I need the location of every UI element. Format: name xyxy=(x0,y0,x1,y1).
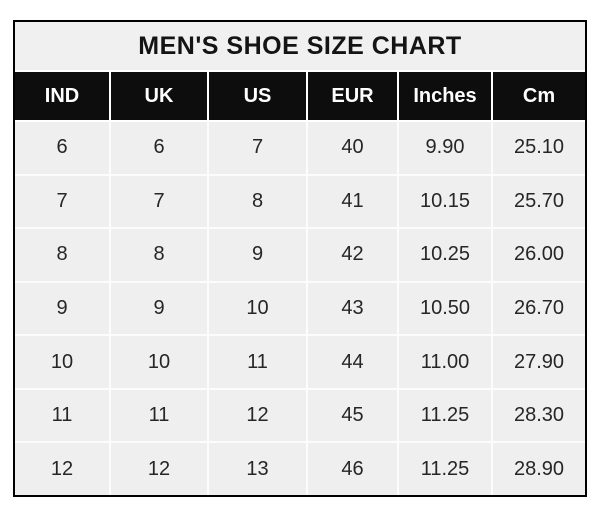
column-header-us: US xyxy=(207,72,308,122)
cell-eur: 41 xyxy=(306,173,399,230)
cell-cm: 25.10 xyxy=(491,120,585,176)
cell-us: 8 xyxy=(207,173,308,230)
cell-inches: 11.25 xyxy=(397,387,493,444)
table-row: 6 6 7 40 9.90 25.10 xyxy=(15,120,585,176)
cell-cm: 28.90 xyxy=(491,441,585,495)
cell-ind: 6 xyxy=(15,120,111,176)
column-header-ind: IND xyxy=(15,72,111,122)
column-header-inches: Inches xyxy=(397,72,493,122)
cell-ind: 10 xyxy=(15,334,111,390)
cell-uk: 6 xyxy=(109,120,209,176)
cell-us: 13 xyxy=(207,441,308,495)
cell-cm: 26.00 xyxy=(491,227,585,283)
header-row: IND UK US EUR Inches Cm xyxy=(15,72,585,122)
column-header-eur: EUR xyxy=(306,72,399,122)
cell-inches: 11.00 xyxy=(397,334,493,390)
cell-us: 9 xyxy=(207,227,308,283)
column-header-uk: UK xyxy=(109,72,209,122)
cell-cm: 28.30 xyxy=(491,387,585,444)
table-row: 10 10 11 44 11.00 27.90 xyxy=(15,334,585,390)
cell-us: 12 xyxy=(207,387,308,444)
cell-ind: 8 xyxy=(15,227,111,283)
cell-cm: 27.90 xyxy=(491,334,585,390)
cell-ind: 7 xyxy=(15,173,111,230)
cell-uk: 8 xyxy=(109,227,209,283)
cell-inches: 10.15 xyxy=(397,173,493,230)
cell-ind: 12 xyxy=(15,441,111,495)
cell-eur: 44 xyxy=(306,334,399,390)
cell-inches: 11.25 xyxy=(397,441,493,495)
chart-title: MEN'S SHOE SIZE CHART xyxy=(15,22,585,72)
size-table: IND UK US EUR Inches Cm 6 6 7 40 9.90 25… xyxy=(15,72,585,495)
column-header-cm: Cm xyxy=(491,72,585,122)
cell-uk: 10 xyxy=(109,334,209,390)
cell-cm: 26.70 xyxy=(491,280,585,337)
cell-inches: 10.25 xyxy=(397,227,493,283)
cell-eur: 43 xyxy=(306,280,399,337)
table-row: 11 11 12 45 11.25 28.30 xyxy=(15,387,585,444)
cell-ind: 9 xyxy=(15,280,111,337)
cell-us: 11 xyxy=(207,334,308,390)
cell-inches: 10.50 xyxy=(397,280,493,337)
table-row: 9 9 10 43 10.50 26.70 xyxy=(15,280,585,337)
cell-eur: 40 xyxy=(306,120,399,176)
cell-ind: 11 xyxy=(15,387,111,444)
table-row: 8 8 9 42 10.25 26.00 xyxy=(15,227,585,283)
shoe-size-chart: MEN'S SHOE SIZE CHART IND UK US EUR Inch… xyxy=(13,20,587,497)
cell-uk: 12 xyxy=(109,441,209,495)
cell-uk: 11 xyxy=(109,387,209,444)
cell-uk: 7 xyxy=(109,173,209,230)
cell-eur: 46 xyxy=(306,441,399,495)
cell-eur: 45 xyxy=(306,387,399,444)
table-row: 7 7 8 41 10.15 25.70 xyxy=(15,173,585,230)
table-row: 12 12 13 46 11.25 28.90 xyxy=(15,441,585,495)
cell-cm: 25.70 xyxy=(491,173,585,230)
cell-eur: 42 xyxy=(306,227,399,283)
cell-us: 10 xyxy=(207,280,308,337)
cell-inches: 9.90 xyxy=(397,120,493,176)
cell-uk: 9 xyxy=(109,280,209,337)
cell-us: 7 xyxy=(207,120,308,176)
